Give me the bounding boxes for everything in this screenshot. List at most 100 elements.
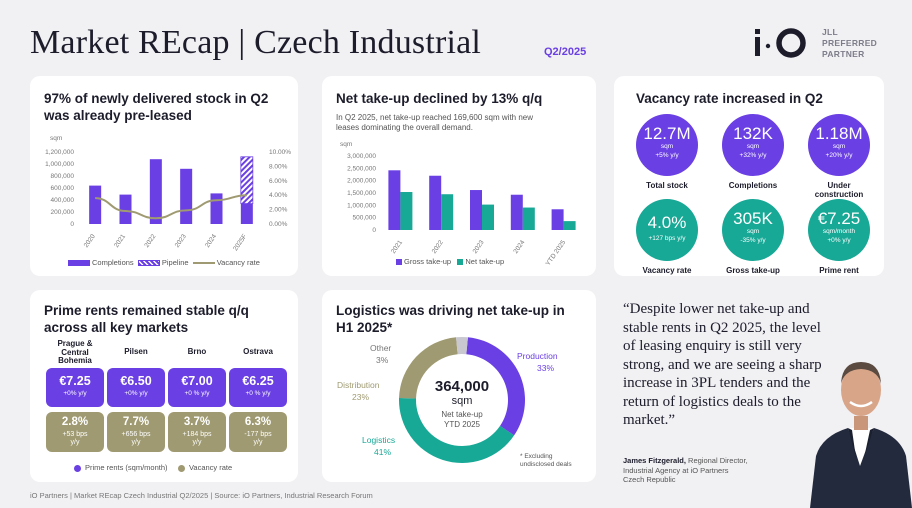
- logistics-title: Logistics was driving net take-up in H1 …: [336, 303, 565, 335]
- quote-author: James Fitzgerald, Regional Director, Ind…: [623, 456, 748, 484]
- rents-legend: Prime rents (sqm/month) Vacancy rate: [74, 463, 232, 472]
- chart2-ytick: 500,000: [353, 215, 377, 222]
- chart1-ytick: 0: [70, 221, 74, 228]
- chart1-ytick: 800,000: [51, 173, 75, 180]
- rents-title: Prime rents remained stable q/q across a…: [44, 303, 249, 335]
- gross-takeup-bar: [470, 190, 482, 230]
- net-takeup-bar: [400, 192, 413, 230]
- kpi-label-line: Vacancy rate: [642, 266, 692, 275]
- kpi-label: Under construction: [794, 181, 884, 199]
- kpi-unit: sqm: [746, 143, 760, 150]
- market-vacancy-change: +656 bps y/y: [107, 431, 165, 447]
- market-vacancy-box: 6.3% -177 bps y/y: [229, 412, 287, 452]
- chart1-xtick: 2021: [113, 233, 127, 249]
- kpi-change: +5% y/y: [655, 152, 679, 159]
- kpi-unit: sqm: [832, 143, 846, 150]
- kpi-change: +0% y/y: [827, 237, 851, 244]
- chart1-ytick: 1,000,000: [45, 161, 74, 168]
- donut-label-name: Distribution: [337, 380, 380, 390]
- logistics-card: Logistics was driving net take-up in H1 …: [322, 290, 596, 482]
- net-takeup-bar: [441, 194, 454, 230]
- market-rent-change: +0 % y/y: [245, 390, 271, 397]
- market-rent-box: €7.00 +0 % y/y: [168, 368, 226, 407]
- kpi-unit: sqm: [660, 143, 674, 150]
- legend-swatch-net: [457, 259, 464, 266]
- market-vacancy-change: +184 bps y/y: [168, 431, 226, 447]
- legend-swatch-pipeline: [137, 260, 160, 267]
- chart1-unit-label: sqm: [50, 135, 62, 142]
- market-city: Ostrava: [227, 347, 289, 357]
- chart1-xtick: 2023: [174, 233, 188, 249]
- chart2-xtick: 2024: [512, 239, 526, 255]
- pipeline-bar: [240, 156, 254, 204]
- kpi-label-line: Total stock: [646, 181, 688, 190]
- chart2-unit-label: sqm: [340, 141, 352, 148]
- legend-swatch-gross: [396, 259, 402, 266]
- kpi-change: -35% y/y: [740, 237, 766, 244]
- market-rent-box: €6.25 +0 % y/y: [229, 368, 287, 407]
- market-vacancy-change-line: +184 bps: [182, 431, 212, 438]
- kpi-bubble: 1.18M sqm +20% y/y: [808, 114, 870, 176]
- takeup-title: Net take-up declined by 13% q/q: [336, 91, 543, 106]
- kpi-value: €7.25: [817, 209, 861, 228]
- net-takeup-bar: [563, 221, 576, 230]
- kpi-label-line: Gross take-up: [726, 266, 780, 275]
- kpi-label-line: Completions: [728, 181, 778, 190]
- kpi-value: 12.7M: [643, 124, 691, 143]
- donut-label-value: 3%: [376, 355, 389, 365]
- market-rent-value: €6.25: [242, 374, 274, 388]
- chart1-y2tick: 6.00%: [269, 178, 288, 185]
- kpi-label-line: Under: [827, 181, 851, 190]
- takeup-legend: Gross take-up Net take-up: [396, 257, 504, 266]
- donut-slice-other: [456, 337, 468, 355]
- donut-footnote: * Excluding undisclosed deals: [520, 453, 572, 468]
- gross-takeup-bar: [429, 175, 442, 230]
- kpi-unit: sqm: [746, 228, 760, 235]
- io-partners-logo: [755, 28, 806, 58]
- kpi-change: +32% y/y: [739, 152, 767, 159]
- market-vacancy-change-line: -177 bps: [244, 431, 272, 438]
- kpi-bubble: 4.0% +127 bps y/y: [636, 199, 698, 261]
- market-city: Pilsen: [105, 347, 167, 357]
- completions-legend: Completions Pipeline Vacancy rate: [68, 258, 260, 267]
- donut-slice-production: [466, 337, 525, 436]
- market-vacancy-box: 3.7% +184 bps y/y: [168, 412, 226, 452]
- chart2-ytick: 0: [372, 227, 376, 234]
- market-city-line: Prague &: [57, 339, 93, 348]
- market-vacancy-change-line: +656 bps: [121, 431, 151, 438]
- market-rent-value: €7.00: [181, 374, 213, 388]
- completions-bar: [210, 193, 223, 224]
- market-vacancy-change-line: +53 bps: [62, 431, 88, 438]
- chart1-ytick: 600,000: [51, 185, 75, 192]
- donut-center-line1: Net take-up: [441, 410, 483, 419]
- market-rent-value: €6.50: [120, 374, 152, 388]
- completions-bar: [180, 168, 193, 224]
- takeup-subtitle: In Q2 2025, net take-up reached 169,600 …: [336, 113, 534, 132]
- market-vacancy-value: 3.7%: [183, 416, 211, 428]
- quote-text: “Despite lower net take-up and stable re…: [623, 301, 822, 428]
- jll-partner-badge: JLL PREFERRED PARTNER: [822, 27, 878, 59]
- kpi-bubble: 132K sqm +32% y/y: [722, 114, 784, 176]
- kpi-change: +20% y/y: [825, 152, 853, 159]
- chart1-xtick: 2024: [204, 233, 218, 249]
- market-vacancy-change-line: y/y: [70, 439, 80, 446]
- donut-label-value: 23%: [352, 392, 369, 402]
- chart1-ytick: 200,000: [51, 209, 75, 216]
- chart1-ytick: 1,200,000: [45, 149, 74, 156]
- donut-label-name: Logistics: [362, 435, 395, 445]
- donut-label-value: 41%: [374, 447, 391, 457]
- market-city-line: Ostrava: [243, 347, 273, 356]
- chart1-ytick: 400,000: [51, 197, 75, 204]
- completions-bar: [149, 159, 162, 224]
- gross-takeup-bar: [510, 194, 523, 230]
- donut-label-name: Production: [517, 351, 558, 361]
- market-vacancy-value: 7.7%: [122, 416, 150, 428]
- kpi-label: Total stock: [622, 181, 712, 190]
- chart2-ytick: 1,000,000: [347, 202, 376, 209]
- rents-card: Prime rents remained stable q/q across a…: [30, 290, 298, 482]
- chart2-xtick: 2023: [472, 239, 486, 255]
- logistics-donut: Production 33% Logistics 41% Distribution 23%…: [337, 337, 558, 464]
- kpi-card: Vacancy rate increased in Q2 12.7M sqm +5%…: [614, 76, 884, 276]
- chart2-ytick: 2,500,000: [347, 165, 376, 172]
- market-vacancy-box: 7.7% +656 bps y/y: [107, 412, 165, 452]
